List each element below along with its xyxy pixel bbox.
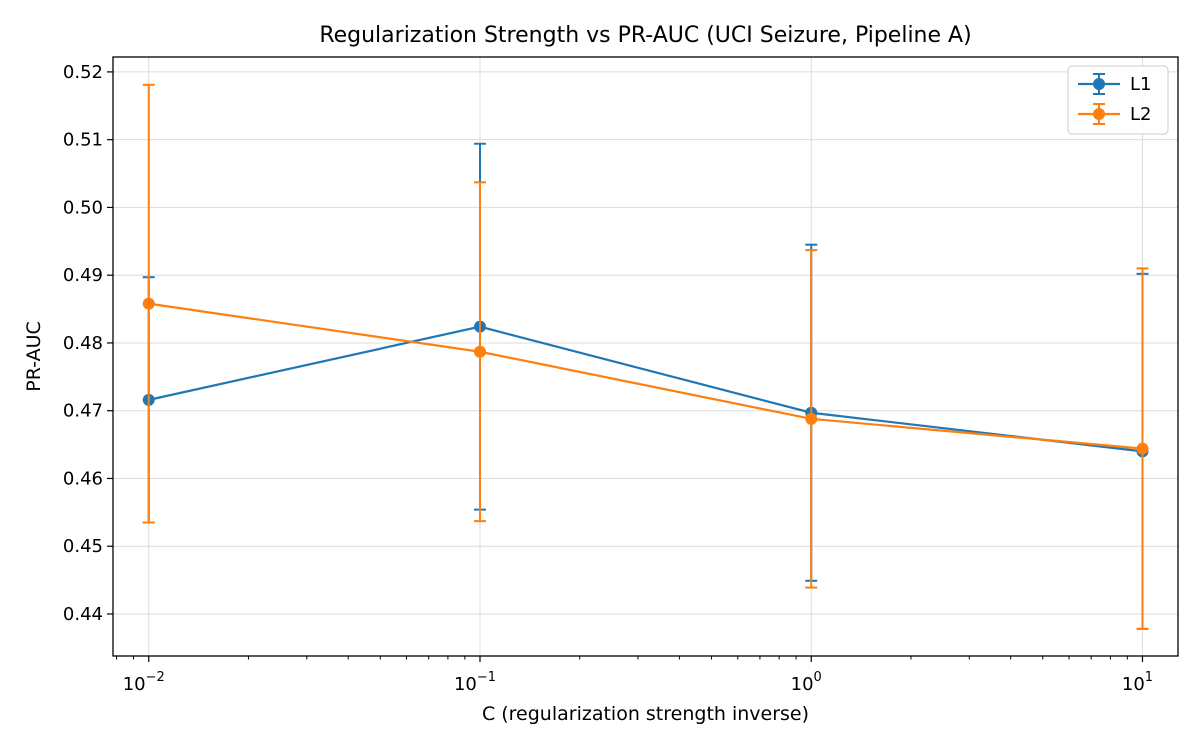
legend-marker xyxy=(1093,78,1105,90)
y-tick-label: 0.50 xyxy=(63,197,103,218)
chart-title: Regularization Strength vs PR-AUC (UCI S… xyxy=(319,23,971,48)
x-tick-label: 10−2 xyxy=(123,670,165,695)
x-axis: 10−2 10−1 100 101 xyxy=(116,656,1153,695)
y-axis: 0.44 0.45 0.46 0.47 0.48 0.49 0.50 0.51 0.52 xyxy=(63,62,113,625)
legend-entry-L1: L1 xyxy=(1078,73,1151,95)
x-tick-label: 101 xyxy=(1122,670,1153,695)
y-tick-label: 0.46 xyxy=(63,468,103,489)
series-line xyxy=(148,302,1143,450)
legend-label: L1 xyxy=(1130,74,1151,95)
y-tick-label: 0.48 xyxy=(63,333,103,354)
x-axis-label: C (regularization strength inverse) xyxy=(482,703,809,725)
data-point xyxy=(142,297,155,310)
series-line xyxy=(148,325,1143,453)
legend-entry-L2: L2 xyxy=(1078,103,1151,125)
plot-frame xyxy=(112,56,1179,657)
series-L2 xyxy=(142,83,1149,630)
y-tick-label: 0.45 xyxy=(63,536,103,557)
series-layer xyxy=(142,83,1149,630)
y-tick-label: 0.51 xyxy=(63,130,103,151)
y-tick-label: 0.49 xyxy=(63,265,103,286)
data-point xyxy=(473,345,486,358)
y-tick-label: 0.47 xyxy=(63,401,103,422)
y-tick-label: 0.52 xyxy=(63,62,103,83)
data-point xyxy=(805,412,818,425)
x-tick-label: 10−1 xyxy=(454,670,496,695)
legend-label: L2 xyxy=(1130,104,1151,125)
y-axis-label: PR-AUC xyxy=(23,321,45,392)
legend-marker xyxy=(1093,108,1105,120)
data-point xyxy=(1136,442,1149,455)
y-tick-label: 0.44 xyxy=(63,604,103,625)
legend-box xyxy=(1067,65,1169,135)
x-tick-label: 100 xyxy=(791,670,822,695)
